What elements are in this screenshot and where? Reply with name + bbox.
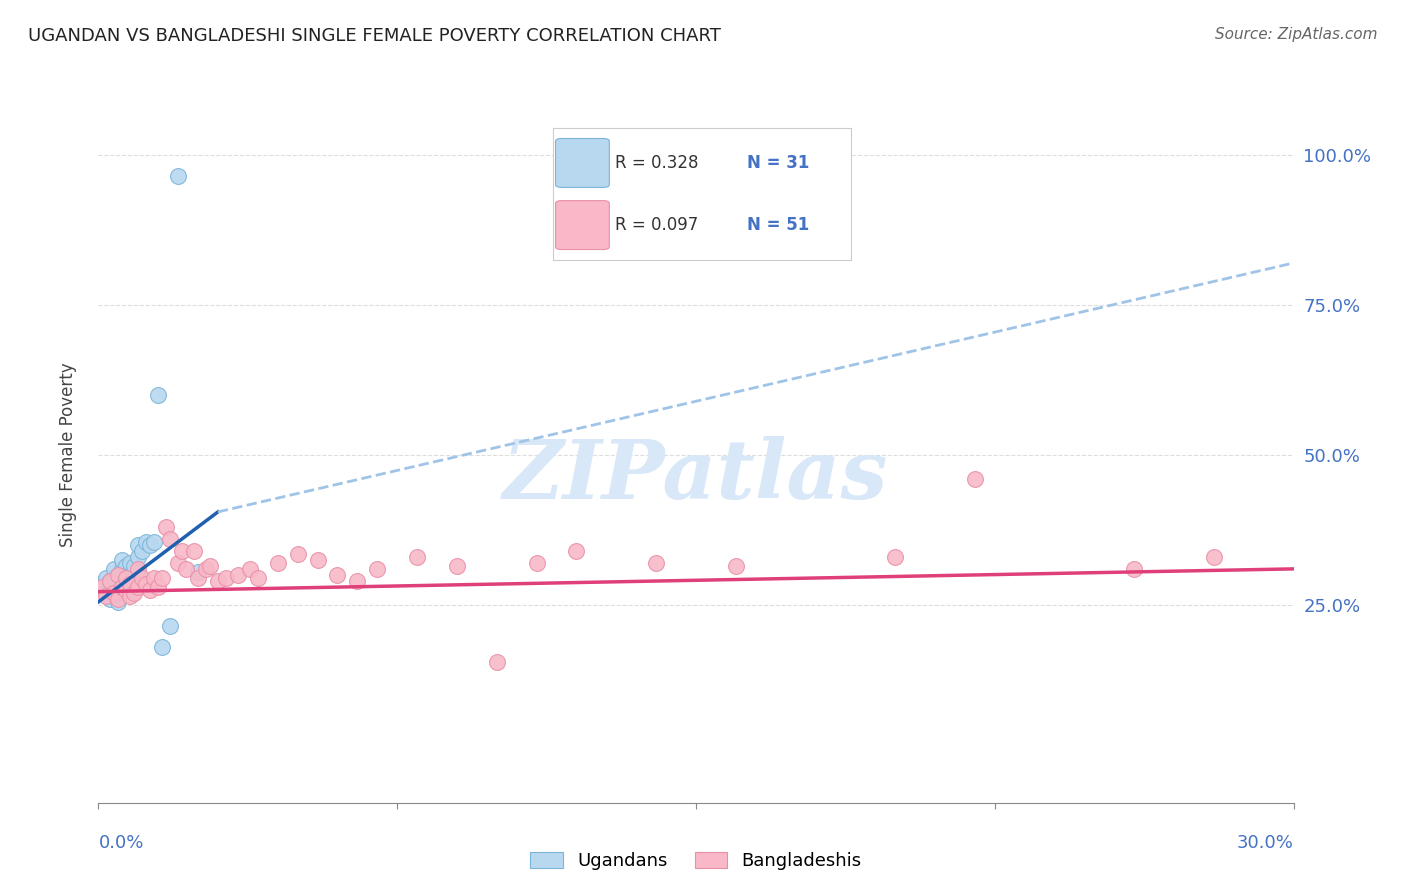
Point xyxy=(127,580,149,594)
Point xyxy=(198,558,221,573)
Point xyxy=(143,571,166,585)
Point xyxy=(183,544,205,558)
Point xyxy=(115,582,138,597)
Point xyxy=(215,571,238,585)
Point xyxy=(98,591,122,606)
Point xyxy=(135,534,157,549)
Point xyxy=(724,558,747,573)
Point xyxy=(103,580,125,594)
Point xyxy=(127,562,149,576)
Point xyxy=(226,567,249,582)
Point xyxy=(98,582,122,597)
Point xyxy=(207,574,229,588)
Text: ZIPatlas: ZIPatlas xyxy=(503,436,889,516)
Point xyxy=(159,619,181,633)
Point xyxy=(98,574,122,588)
Point xyxy=(111,562,134,576)
Point xyxy=(139,538,162,552)
Text: 30.0%: 30.0% xyxy=(1237,834,1294,852)
Point xyxy=(120,589,142,603)
Point xyxy=(366,562,388,576)
Point xyxy=(159,532,181,546)
Point xyxy=(124,558,146,573)
Point xyxy=(167,169,190,183)
Point xyxy=(239,562,262,576)
Point xyxy=(115,558,138,573)
Point xyxy=(135,577,157,591)
Point xyxy=(111,553,134,567)
Point xyxy=(91,580,114,594)
Point xyxy=(963,472,986,486)
Point xyxy=(111,580,134,594)
Point xyxy=(167,556,190,570)
Point xyxy=(187,571,209,585)
Text: UGANDAN VS BANGLADESHI SINGLE FEMALE POVERTY CORRELATION CHART: UGANDAN VS BANGLADESHI SINGLE FEMALE POV… xyxy=(28,27,721,45)
Point xyxy=(103,562,125,576)
Point xyxy=(127,538,149,552)
Point xyxy=(96,571,118,585)
Point xyxy=(143,534,166,549)
Point xyxy=(103,571,125,585)
Legend: Ugandans, Bangladeshis: Ugandans, Bangladeshis xyxy=(523,845,869,877)
Point xyxy=(124,586,146,600)
Point xyxy=(1123,562,1146,576)
Point xyxy=(107,591,129,606)
Point xyxy=(107,595,129,609)
Point xyxy=(446,558,468,573)
Point xyxy=(107,567,129,582)
Point xyxy=(172,544,194,558)
Point xyxy=(150,571,173,585)
Point xyxy=(187,565,209,579)
Point xyxy=(267,556,290,570)
Point xyxy=(115,571,138,585)
Point xyxy=(287,547,309,561)
Point xyxy=(884,549,907,564)
Point xyxy=(565,544,588,558)
Text: 0.0%: 0.0% xyxy=(98,834,143,852)
Point xyxy=(120,567,142,582)
Point xyxy=(406,549,429,564)
Point xyxy=(131,571,153,585)
Point xyxy=(148,388,170,402)
Point xyxy=(246,571,269,585)
Point xyxy=(346,574,368,588)
Point xyxy=(326,567,349,582)
Y-axis label: Single Female Poverty: Single Female Poverty xyxy=(59,363,77,547)
Point xyxy=(307,553,329,567)
Point xyxy=(107,567,129,582)
Point xyxy=(148,580,170,594)
Point xyxy=(645,556,668,570)
Point xyxy=(155,520,177,534)
Point xyxy=(120,577,142,591)
Point xyxy=(131,544,153,558)
Point xyxy=(150,640,173,654)
Point xyxy=(526,556,548,570)
Point xyxy=(127,549,149,564)
Text: Source: ZipAtlas.com: Source: ZipAtlas.com xyxy=(1215,27,1378,42)
Point xyxy=(195,562,218,576)
Point xyxy=(115,571,138,585)
Point xyxy=(96,589,118,603)
Point xyxy=(91,577,114,591)
Point xyxy=(1202,549,1225,564)
Point xyxy=(174,562,197,576)
Point xyxy=(96,586,118,600)
Point xyxy=(103,589,125,603)
Point xyxy=(103,586,125,600)
Point xyxy=(107,586,129,600)
Point xyxy=(98,574,122,588)
Point xyxy=(139,582,162,597)
Point xyxy=(120,556,142,570)
Point xyxy=(485,655,508,669)
